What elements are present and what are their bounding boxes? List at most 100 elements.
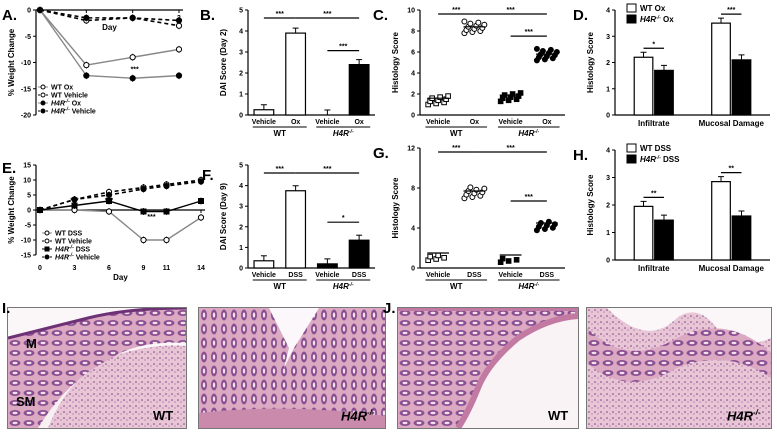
panel-label-B: B. [200, 7, 215, 24]
y-tick-label: 3 [239, 50, 243, 57]
group-label: WT [274, 129, 287, 138]
y-tick-label: 0 [411, 266, 415, 273]
y-tick-label: 10 [23, 178, 31, 185]
x-tick-label: Vehicle [315, 119, 339, 126]
significance-stars: *** [507, 7, 515, 14]
label-h4r-knockout: H4R-/- [727, 408, 761, 424]
x-tick-label: Infiltrate [638, 119, 670, 128]
significance-stars: *** [452, 145, 460, 152]
data-point [140, 185, 147, 193]
y-tick-label: 0 [411, 113, 415, 120]
bar [316, 263, 338, 269]
significance-stars: *** [452, 7, 460, 14]
x-tick-label: 0 [38, 265, 42, 272]
bar [348, 239, 370, 269]
significance-stars: *** [276, 11, 284, 18]
series-line [40, 209, 202, 241]
data-point [461, 18, 468, 25]
bar [711, 22, 731, 116]
histology-image-J-h4r: H4R-/- [586, 307, 772, 429]
x-tick-label: Mucosal Damage [699, 119, 765, 128]
legend-entry: H4R-/- DSS [55, 245, 90, 254]
y-axis-label: % Weight Change [7, 28, 16, 96]
significance-stars: *** [323, 166, 331, 173]
data-point [533, 45, 540, 52]
data-point [71, 196, 78, 203]
x-tick-label: DSS [352, 272, 367, 279]
data-point [163, 208, 170, 215]
y-tick-label: -5 [25, 223, 31, 230]
legend-marker [40, 108, 46, 114]
label-wt: WT [153, 408, 174, 423]
series-line [39, 180, 202, 211]
x-tick-label: Vehicle [499, 272, 523, 279]
x-tick-label: 9 [142, 265, 146, 272]
y-tick-label: 8 [411, 29, 415, 36]
significance-stars: *** [105, 198, 113, 205]
dot-group [533, 45, 560, 64]
chart-E: E. 15 10 5 0 -5 -10 -15 % Weight Change 0 3 6 9 11 14 D… [2, 160, 205, 282]
y-tick-label: 3 [606, 175, 610, 182]
group-label: WT [450, 129, 463, 138]
x-tick-label: DSS [288, 272, 303, 279]
histology-image-I-h4r: H4R-/- [198, 307, 386, 429]
y-tick-label: 8 [411, 186, 415, 193]
x-axis-label: Day [102, 23, 117, 32]
legend-entry: WT Vehicle [55, 239, 92, 246]
bar [731, 59, 752, 116]
legend-marker [44, 254, 50, 260]
y-tick-label: 6 [411, 50, 415, 57]
x-tick-label: Vehicle [252, 119, 276, 126]
legend-entry: WT DSS [640, 144, 672, 153]
legend-swatch [626, 143, 637, 153]
data-point [163, 236, 170, 244]
data-point [509, 91, 516, 97]
y-tick-label: -10 [21, 238, 31, 245]
dot-group [461, 184, 488, 202]
panel-label-I: I. [2, 300, 11, 317]
y-tick-label: -5 [25, 34, 31, 41]
x-tick-label: Infiltrate [638, 264, 670, 273]
group-label: H4R-/- [518, 129, 539, 138]
chart-G: G. 0 4 8 12 Histology Score Vehicle DSS Vehicle D… [373, 145, 565, 291]
data-point [36, 206, 44, 214]
legend-marker [40, 100, 46, 106]
y-axis-label: Histology Score [391, 177, 400, 238]
y-tick-label: 1 [239, 245, 243, 252]
series-3 [36, 178, 205, 214]
y-tick-label: -15 [21, 253, 31, 260]
y-tick-label: 15 [23, 163, 31, 170]
group-label: H4R-/- [333, 129, 354, 138]
panel-label-D: D. [573, 7, 588, 24]
data-point [427, 253, 433, 260]
significance-stars: *** [525, 194, 533, 201]
x-tick-label: Ox [542, 119, 551, 126]
legend-swatch [626, 154, 637, 164]
legend-swatch [626, 14, 637, 24]
legend-marker [40, 84, 46, 90]
data-point [435, 252, 441, 259]
x-tick-label: DSS [540, 272, 555, 279]
data-point [499, 255, 506, 262]
data-point [481, 185, 488, 192]
data-point [163, 182, 170, 190]
chart-H: H. 0 1 2 3 4 Histology Score Infiltrate ** Mucosa… [573, 143, 770, 273]
y-tick-label: 12 [407, 146, 415, 153]
significance-stars: ** [651, 190, 657, 197]
x-tick-label: DSS [467, 272, 482, 279]
series-line [39, 179, 202, 211]
data-point [83, 14, 90, 21]
x-tick-label: Vehicle [252, 272, 276, 279]
x-tick-label: 6 [107, 265, 111, 272]
y-tick-label: 5 [27, 193, 31, 200]
significance-stars: ** [729, 166, 735, 173]
chart-F: F. 0 1 2 3 4 5 DAI Score (Day 9) Vehicle DSS Vehic… [202, 163, 375, 291]
x-tick-label: 14 [197, 265, 205, 272]
dot-group [533, 218, 558, 234]
y-tick-label: 5 [239, 8, 243, 15]
data-point [437, 94, 443, 100]
y-axis-label: Histology Score [586, 32, 595, 93]
panel-label-C: C. [373, 7, 388, 24]
y-tick-label: 4 [239, 29, 243, 36]
y-tick-label: -20 [21, 113, 31, 120]
